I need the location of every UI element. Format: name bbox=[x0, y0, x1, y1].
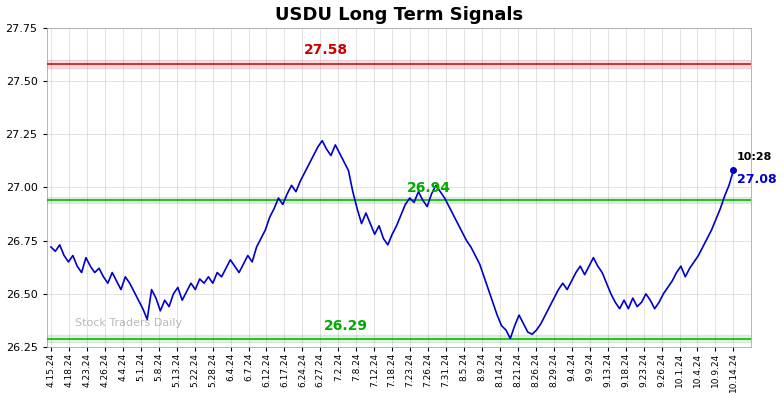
Text: 26.94: 26.94 bbox=[407, 181, 451, 195]
Text: 27.58: 27.58 bbox=[303, 43, 348, 57]
Text: 27.08: 27.08 bbox=[737, 173, 776, 185]
Text: 26.29: 26.29 bbox=[325, 319, 368, 333]
Bar bbox=[46, 335, 751, 342]
Bar bbox=[46, 197, 751, 203]
Bar bbox=[46, 60, 751, 68]
Text: Stock Traders Daily: Stock Traders Daily bbox=[74, 318, 182, 328]
Title: USDU Long Term Signals: USDU Long Term Signals bbox=[274, 6, 523, 23]
Text: 10:28: 10:28 bbox=[737, 152, 772, 162]
